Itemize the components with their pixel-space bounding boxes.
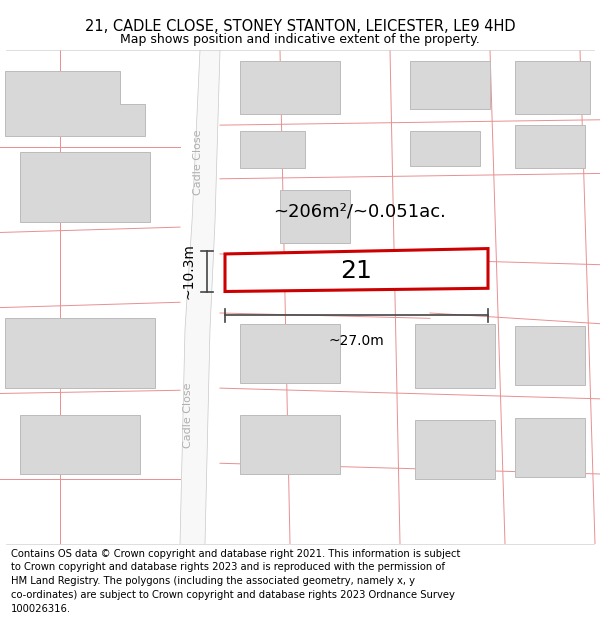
Text: ~10.3m: ~10.3m (181, 243, 195, 299)
Text: Cadle Close: Cadle Close (193, 130, 203, 196)
Polygon shape (225, 249, 488, 291)
Bar (410, 131, 480, 166)
Text: co-ordinates) are subject to Crown copyright and database rights 2023 Ordnance S: co-ordinates) are subject to Crown copyr… (11, 590, 455, 600)
Text: 100026316.: 100026316. (11, 604, 71, 614)
Text: Contains OS data © Crown copyright and database right 2021. This information is : Contains OS data © Crown copyright and d… (11, 549, 460, 559)
Bar (410, 61, 490, 109)
Bar (240, 415, 340, 474)
Polygon shape (180, 50, 220, 544)
Text: ~206m²/~0.051ac.: ~206m²/~0.051ac. (274, 202, 446, 220)
Bar (515, 61, 590, 114)
Bar (5, 318, 155, 388)
Text: HM Land Registry. The polygons (including the associated geometry, namely x, y: HM Land Registry. The polygons (includin… (11, 576, 415, 586)
Text: 21, CADLE CLOSE, STONEY STANTON, LEICESTER, LE9 4HD: 21, CADLE CLOSE, STONEY STANTON, LEICEST… (85, 19, 515, 34)
Bar (20, 415, 140, 474)
Bar (415, 420, 495, 479)
Polygon shape (5, 71, 145, 136)
Bar (240, 61, 340, 114)
Bar (280, 189, 350, 243)
Bar (515, 418, 585, 478)
Bar (415, 324, 495, 388)
Bar (240, 131, 305, 168)
Text: Cadle Close: Cadle Close (183, 382, 193, 448)
Text: to Crown copyright and database rights 2023 and is reproduced with the permissio: to Crown copyright and database rights 2… (11, 562, 445, 572)
Text: ~27.0m: ~27.0m (329, 334, 385, 349)
Bar (515, 326, 585, 385)
Bar (20, 152, 150, 222)
Bar (515, 125, 585, 168)
Text: 21: 21 (340, 259, 372, 283)
Bar (240, 324, 340, 382)
Text: Map shows position and indicative extent of the property.: Map shows position and indicative extent… (120, 34, 480, 46)
